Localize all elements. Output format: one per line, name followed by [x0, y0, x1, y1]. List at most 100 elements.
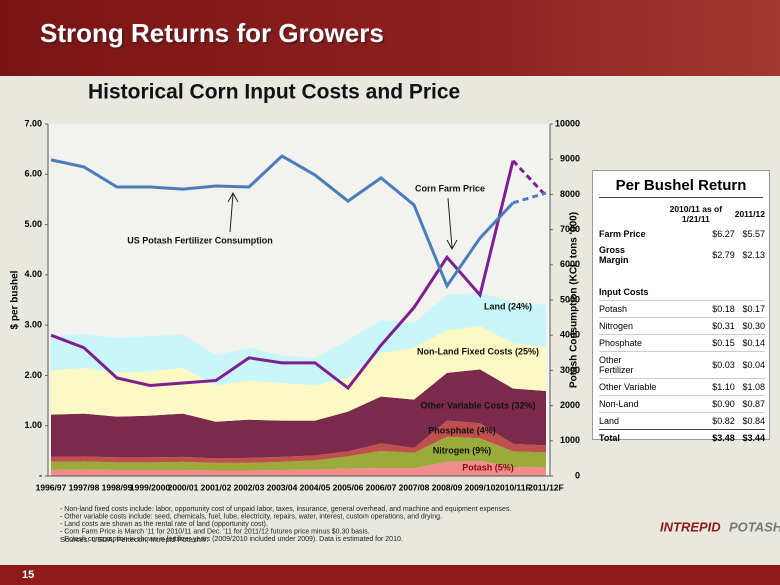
table-row: Potash $0.18 $0.17 [599, 300, 765, 318]
area [51, 420, 546, 463]
x-tick-label: 2009/10 [465, 482, 496, 492]
series-label: Non-Land Fixed Costs (25%) [417, 346, 539, 356]
label-cell: Total [599, 429, 657, 446]
arrow [446, 197, 458, 251]
y2-axis-label: Potash Consumption (KCL tons '000) [569, 212, 580, 388]
y-tick-label: 4.00 [24, 269, 42, 279]
series-label: Nitrogen (9%) [433, 445, 492, 455]
logo-word: INTREPID [660, 519, 721, 534]
value-cell: $3.48 [656, 429, 735, 446]
y-tick-label: 2.00 [24, 370, 42, 380]
y2-tick-label: 8000 [560, 189, 580, 199]
value-cell: $0.30 [742, 321, 765, 331]
x-tick-label: 2002/03 [234, 482, 265, 492]
section-row: Input Costs [599, 284, 765, 301]
table-row: Phosphate $0.15 $0.14 [599, 334, 765, 352]
section-title: Input Costs [599, 287, 649, 297]
x-tick-label: 2006/07 [366, 482, 397, 492]
line [50, 160, 515, 391]
y-tick-label: 6.00 [24, 169, 42, 179]
x-tick-label: 2003/04 [267, 482, 298, 492]
column-header: 2011/12 [734, 209, 765, 219]
value-cell: $0.15 [712, 338, 735, 348]
area [51, 292, 546, 386]
series-label: Other Variable Costs (32%) [420, 400, 535, 410]
label-cell: Farm Price [599, 229, 646, 239]
value-cell: $2.13 [742, 250, 765, 260]
footnote: - Land costs are shown as the rental rat… [60, 521, 268, 528]
x-tick-label: 2010/11F [495, 482, 530, 492]
line [50, 154, 515, 290]
header-band [0, 0, 780, 76]
spacer-row [599, 268, 765, 284]
slide-title: Strong Returns for Growers [40, 18, 384, 48]
y-tick-label: 7.00 [24, 118, 42, 128]
x-tick-label: 1999/2000 [130, 482, 170, 492]
label-cell: Gross Margin [599, 245, 629, 265]
line-projection [511, 159, 548, 197]
y2-tick-label: 5000 [560, 294, 580, 304]
value-cell: $2.79 [712, 250, 735, 260]
table-row: Gross Margin $2.79 $2.13 [599, 242, 765, 268]
y2-tick-label: 3000 [560, 365, 580, 375]
y2-tick-label: 6000 [560, 259, 580, 269]
value-cell: $3.44 [734, 429, 765, 446]
series-label: US Potash Fertilizer Consumption [127, 235, 273, 245]
value-cell: $0.84 [742, 416, 765, 426]
footnote: - Potash consumption in shown in fertili… [60, 536, 403, 543]
y2-tick-label: 0 [575, 470, 580, 480]
series-label: Corn Farm Price [415, 183, 485, 193]
value-cell: $0.82 [712, 416, 735, 426]
table-row: Total $3.48 $3.44 [599, 429, 765, 446]
value-cell: $0.31 [712, 321, 735, 331]
y2-tick-label: 1000 [560, 435, 580, 445]
footer-band [0, 565, 780, 585]
label-cell: Other Variable [599, 382, 657, 392]
label-cell: Nitrogen [599, 321, 634, 331]
value-cell: $0.04 [742, 360, 765, 370]
value-cell: $0.17 [742, 304, 765, 314]
series-label: Phosphate (4%) [428, 425, 496, 435]
x-tick-label: 2004/05 [300, 482, 331, 492]
y-tick-label: - [39, 470, 42, 480]
table-row: Other Fertilizer $0.03 $0.04 [599, 351, 765, 379]
x-tick-label: 2001/02 [201, 482, 232, 492]
logo-word: POTASH [729, 519, 780, 534]
table-row: Non-Land $0.90 $0.87 [599, 395, 765, 413]
value-cell: $0.90 [712, 399, 735, 409]
label-cell: Land [599, 416, 620, 426]
table-row: Farm Price $6.27 $5.57 [599, 226, 765, 242]
value-cell: $0.14 [742, 338, 765, 348]
y-tick-label: 1.00 [24, 420, 42, 430]
y2-tick-label: 7000 [560, 224, 580, 234]
y-tick-label: 3.00 [24, 320, 42, 330]
value-cell: $0.03 [712, 360, 735, 370]
area [51, 436, 546, 471]
x-tick-label: 2008/09 [432, 482, 463, 492]
header-cell [599, 202, 657, 226]
title-shadow: Strong Returns for Growers [42, 20, 386, 50]
table-title: Per Bushel Return [599, 171, 763, 198]
series-label: Potash (5%) [462, 462, 514, 472]
label-cell: Other Fertilizer [599, 355, 634, 375]
value-cell: $0.18 [712, 304, 735, 314]
x-tick-label: 2005/06 [333, 482, 364, 492]
spacer [599, 268, 657, 284]
x-tick-label: 2007/08 [399, 482, 430, 492]
value-cell: $0.87 [742, 399, 765, 409]
series-label: Land (24%) [484, 301, 532, 311]
x-tick-label: 1996/97 [36, 482, 67, 492]
table-row: Other Variable $1.10 $1.08 [599, 378, 765, 396]
x-tick-label: 1998/99 [102, 482, 133, 492]
footnote: - Non-land fixed costs include: labor, o… [60, 506, 511, 513]
value-cell: $1.10 [712, 382, 735, 392]
area [51, 326, 546, 422]
y2-tick-label: 2000 [560, 400, 580, 410]
y2-tick-label: 9000 [560, 154, 580, 164]
y-tick-label: 5.00 [24, 219, 42, 229]
table-row: Nitrogen $0.31 $0.30 [599, 317, 765, 335]
value-cell: $6.27 [712, 229, 735, 239]
header-row: 2010/11 as of 1/21/11 2011/12 [599, 202, 765, 226]
sources: Sources: USDA, Fertecon, Intrepid Potash… [60, 535, 209, 544]
